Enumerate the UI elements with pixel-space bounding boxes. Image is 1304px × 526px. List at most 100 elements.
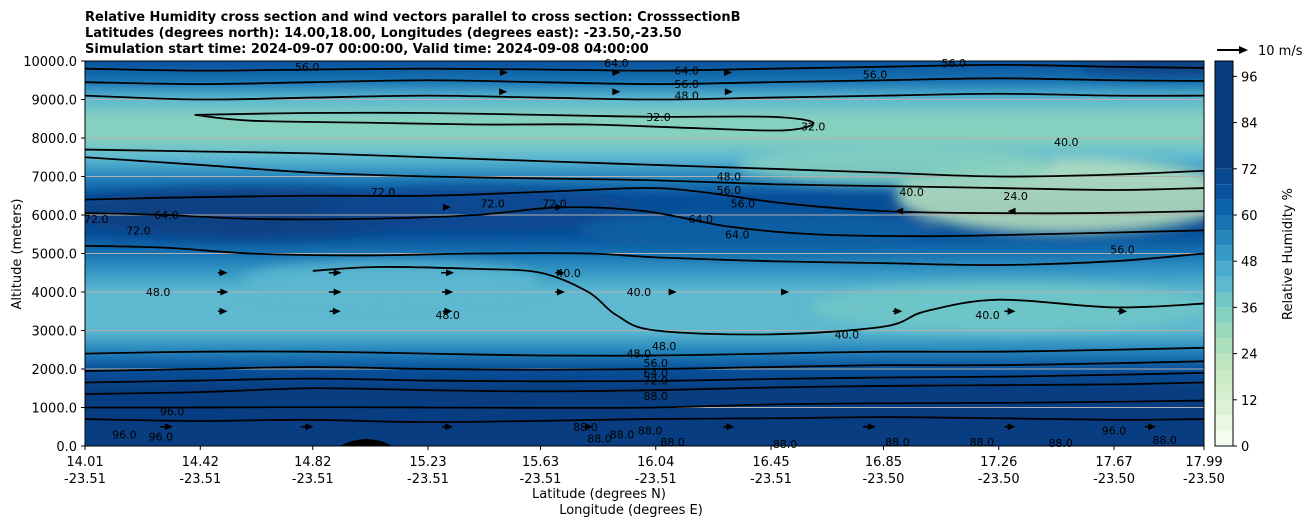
wind-vector-28	[612, 69, 621, 77]
contour-labels: 56.0 64.064.056.048.032.032.056.056.040.0…	[84, 57, 1177, 451]
wind-vectors	[160, 69, 1157, 431]
colorbar-band-9	[1215, 292, 1233, 308]
contour-label-16: 64.0	[725, 228, 750, 241]
wind-vector-5	[328, 288, 342, 296]
contour-line-0	[85, 416, 1204, 424]
y-axis-label: Altitude (meters)	[10, 199, 25, 310]
title-line-3: Simulation start time: 2024-09-07 00:00:…	[85, 42, 649, 57]
title-line-2: Latitudes (degrees north): 14.00,18.00, …	[85, 26, 682, 41]
wind-vector-19	[583, 423, 594, 431]
rh-patch-5	[810, 283, 1204, 332]
colorbar-tick-label-0: 0	[1241, 440, 1249, 455]
contour-label-41: 88.0	[610, 428, 635, 441]
contour-line-9	[85, 187, 1204, 215]
x-tick-label-lat-5: 16.04	[637, 455, 674, 470]
title-line-1: Relative Humidity cross section and wind…	[85, 10, 741, 25]
contour-label-17: 64.0	[154, 209, 179, 222]
contour-line-13	[85, 92, 1204, 101]
contour-line-11	[85, 148, 1204, 178]
colorbar-band-4	[1215, 369, 1233, 385]
wind-vector-27	[499, 69, 508, 77]
contour-label-42: 88.0	[638, 425, 663, 438]
wind-vector-16	[160, 423, 173, 431]
x-tick-label-lat-7: 16.85	[865, 455, 902, 470]
colorbar-tick-label-1: 12	[1241, 394, 1258, 409]
contour-label-45: 88.0	[885, 436, 910, 449]
rh-patch-3	[315, 187, 636, 232]
contour-label-34: 72.0	[643, 375, 668, 388]
contour-label-35: 88.0	[643, 390, 668, 403]
contour-line-10	[85, 156, 1204, 191]
wind-vector-31	[555, 203, 564, 211]
y-tick-label-7: 7000.0	[32, 171, 78, 186]
x-tick-label-lat-9: 17.67	[1095, 455, 1132, 470]
wind-vector-21	[863, 423, 876, 431]
wind-vector-17	[300, 423, 314, 431]
colorbar-tick-label-4: 48	[1241, 255, 1258, 270]
quiver-key-label: 10 m/s	[1258, 44, 1303, 59]
y-tick-label-6: 6000.0	[32, 209, 78, 224]
wind-vector-20	[723, 423, 735, 431]
x-tick-label-lat-3: 15.23	[409, 455, 446, 470]
contour-label-39: 88.0	[573, 421, 598, 434]
contour-label-10: 48.0	[717, 171, 742, 184]
colorbar-frame	[1214, 60, 1234, 447]
contour-label-23: 56.0	[1110, 244, 1135, 257]
contour-label-15: 64.0	[688, 213, 713, 226]
plot-area: 56.0 64.064.056.048.032.032.056.056.040.0…	[84, 57, 1205, 451]
wind-vector-12	[442, 307, 453, 315]
contour-label-11: 56.0	[717, 184, 742, 197]
x-tick-label-lat-10: 17.99	[1185, 455, 1222, 470]
wind-vector-0	[217, 269, 228, 277]
wind-vector-6	[442, 288, 454, 296]
rh-contour-lines	[85, 63, 1204, 424]
wind-vector-30	[442, 203, 451, 211]
colorbar-band-5	[1215, 353, 1233, 369]
contour-line-12	[194, 111, 815, 132]
contour-label-0: 56.0	[295, 61, 320, 74]
contour-label-7: 56.0	[863, 68, 888, 81]
contour-label-3: 56.0	[674, 78, 699, 91]
colorbar-band-3	[1215, 384, 1233, 400]
x-tick-label-lon-3: -23.51	[407, 472, 449, 487]
wind-vector-26	[724, 88, 733, 96]
wind-vector-18	[442, 423, 454, 431]
contour-label-30: 48.0	[627, 348, 652, 361]
y-tick-label-0: 0.0	[56, 440, 77, 455]
contour-label-49: 88.0	[1152, 434, 1177, 447]
contour-line-5	[85, 346, 1204, 357]
colorbar-tick-label-6: 72	[1241, 163, 1258, 178]
contour-label-46: 88.0	[970, 436, 995, 449]
colorbar-tick-label-3: 36	[1241, 301, 1258, 316]
y-tick-label-8: 8000.0	[32, 132, 78, 147]
colorbar-band-2	[1215, 399, 1233, 416]
colorbar: 0 12 24 36 48 60 72 84 96 Relative Humidity %	[1214, 60, 1296, 455]
contour-line-15	[85, 63, 1204, 72]
contour-label-19: 72.0	[126, 224, 151, 237]
contour-line-6	[312, 266, 1204, 336]
x-tick-label-lat-2: 14.82	[294, 455, 331, 470]
y-tick-label-9: 9000.0	[32, 94, 78, 109]
colorbar-band-17	[1215, 168, 1233, 185]
colorbar-label: Relative Humidity %	[1281, 188, 1296, 320]
contour-label-27: 48.0	[435, 309, 460, 322]
wind-vector-29	[724, 69, 733, 77]
wind-vector-1	[328, 269, 342, 277]
contour-line-3	[85, 371, 1204, 384]
contour-label-8: 56.0	[942, 57, 967, 70]
contour-label-43: 88.0	[660, 436, 685, 449]
contour-line-8	[85, 206, 1204, 238]
x-tick-label-lat-4: 15.63	[522, 455, 559, 470]
contour-label-5: 32.0	[646, 111, 671, 124]
contour-label-28: 40.0	[835, 328, 860, 341]
x-tick-label-lon-10: -23.50	[1183, 472, 1225, 487]
y-tick-label-2: 2000.0	[32, 363, 78, 378]
x-tick-label-lat-1: 14.42	[182, 455, 219, 470]
wind-vector-3	[555, 269, 565, 277]
colorbar-tick-label-2: 24	[1241, 348, 1258, 363]
colorbar-band-8	[1215, 307, 1233, 323]
wind-vector-14	[1004, 307, 1016, 315]
wind-vector-32	[895, 207, 904, 215]
wind-vector-2	[441, 269, 455, 277]
